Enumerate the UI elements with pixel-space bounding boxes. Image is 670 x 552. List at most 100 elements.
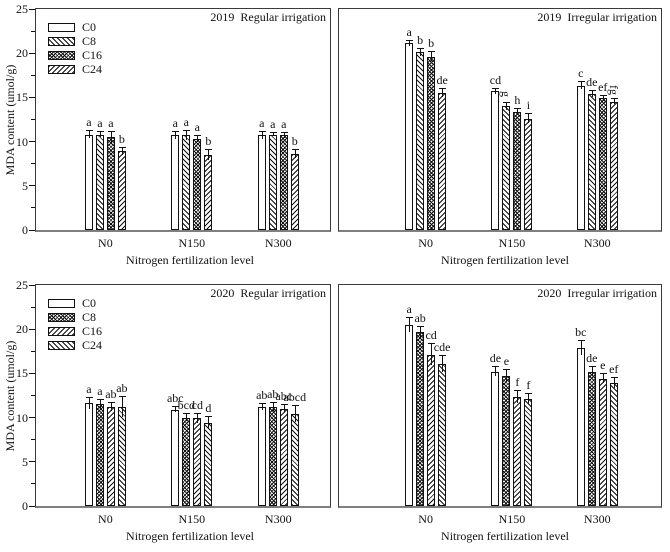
y-tick [29,52,35,54]
error-bar [197,414,199,423]
legend-label: C24 [82,62,103,76]
y-tick-label: 25 [16,278,28,292]
x-tick-label: N150 [178,236,206,250]
significance-letter: a [259,115,265,130]
y-tick [29,285,35,286]
y-tick [29,328,35,330]
error-bar-cap [406,39,414,41]
error-bar [442,355,444,372]
error-bar [431,52,433,62]
error-bar-cap [172,130,180,132]
error-bar-cap [514,390,522,392]
significance-letter: a [183,115,189,129]
error-bar [121,397,123,417]
bar-c16-n150 [513,397,522,506]
significance-letter: g [499,90,514,97]
error-bar [495,88,497,94]
bar-c0-n0 [84,134,93,230]
error-bar [442,89,444,97]
error-bar [506,369,508,383]
legend: C0 C8 C16 C24 [48,296,102,352]
bar-c16-n300 [598,98,607,230]
significance-letter: c [578,66,584,81]
legend-swatch-c16 [48,50,75,60]
error-bar [175,407,177,413]
bar-c24-n150 [524,118,533,230]
bar-c0-n300 [576,347,585,506]
error-bar-cap [492,87,500,89]
bar-c16-n300 [598,378,607,506]
y-tick [29,96,35,98]
bar-c16-n150 [193,138,202,230]
significance-letter: f [515,375,520,390]
y-minor-tick [31,119,35,120]
x-axis-title: Nitrogen fertilization level [441,529,569,543]
significance-letter: abc [166,391,184,405]
panel-title: 2019 Regular irrigation [210,10,326,24]
error-bar-cap [503,101,511,103]
legend-label: C24 [82,338,103,352]
legend-swatch-c0 [48,22,75,32]
panel-2019-irregular: 2019 Irregular irrigation a b b de cd g h i c de e… [338,8,662,232]
y-tick-label: 5 [22,178,28,193]
significance-letter: de [586,351,598,366]
error-bar [431,344,433,366]
error-bar-cap [280,404,288,406]
y-tick [29,417,35,419]
error-bar-cap [588,90,596,92]
significance-letter: bcd [177,398,195,413]
panel-title: 2020 Irregular irrigation [537,286,657,300]
error-bar [294,406,296,423]
error-bar [420,326,422,338]
legend-entry: C0 [48,20,102,34]
error-bar-cap [406,316,414,318]
error-bar-cap [194,135,202,137]
error-bar-cap [599,373,607,375]
significance-letter: a [86,382,92,397]
error-bar [272,132,274,137]
y-tick [29,461,35,463]
y-minor-tick [31,439,35,441]
legend-label: C0 [82,296,97,310]
y-minor-tick [31,483,35,485]
significance-letter: ab [267,386,279,401]
y-tick-label: 15 [16,366,28,381]
legend-swatch-c8 [48,312,75,322]
panel-2020-irregular: 2020 Irregular irrigation a ab cd cde de e f f b… [338,284,662,508]
y-minor-tick [31,74,35,76]
error-bar-cap [172,406,180,407]
error-bar [591,91,593,97]
error-bar-cap [107,401,115,403]
legend-swatch-c0 [48,298,75,308]
error-bar [613,99,615,105]
error-bar-cap [205,415,213,417]
bar-c0-n0 [84,403,93,506]
error-bar [186,131,188,140]
error-bar [517,108,519,115]
error-bar [294,150,296,158]
error-bar-cap [588,366,596,368]
x-tick-label: N150 [178,512,206,526]
error-bar [175,131,177,139]
error-bar-cap [291,405,299,407]
bar-c8-n0 [416,331,425,506]
y-tick-label: 5 [22,454,28,469]
bar-c24-n0 [117,407,126,506]
x-axis-title: Nitrogen fertilization level [126,253,254,267]
bar-c16-n300 [279,135,288,230]
bar-c16-n0 [427,56,436,230]
significance-letter: ab [105,386,117,401]
significance-letter: ef [598,79,608,94]
error-bar [580,82,582,90]
y-minor-tick [31,30,35,32]
error-bar-cap [610,98,618,100]
error-bar [261,404,263,410]
y-tick [29,229,35,231]
error-bar-cap [194,413,202,415]
panel-2019-regular: 2019 Regular irrigation a a a b a a a b a a a b C0 C8… [29,8,331,232]
legend-swatch-c24 [48,340,75,350]
legend-swatch-c16 [48,326,75,336]
y-minor-tick [31,306,35,308]
error-bar-cap [96,130,104,132]
significance-letter: fg [606,85,621,96]
